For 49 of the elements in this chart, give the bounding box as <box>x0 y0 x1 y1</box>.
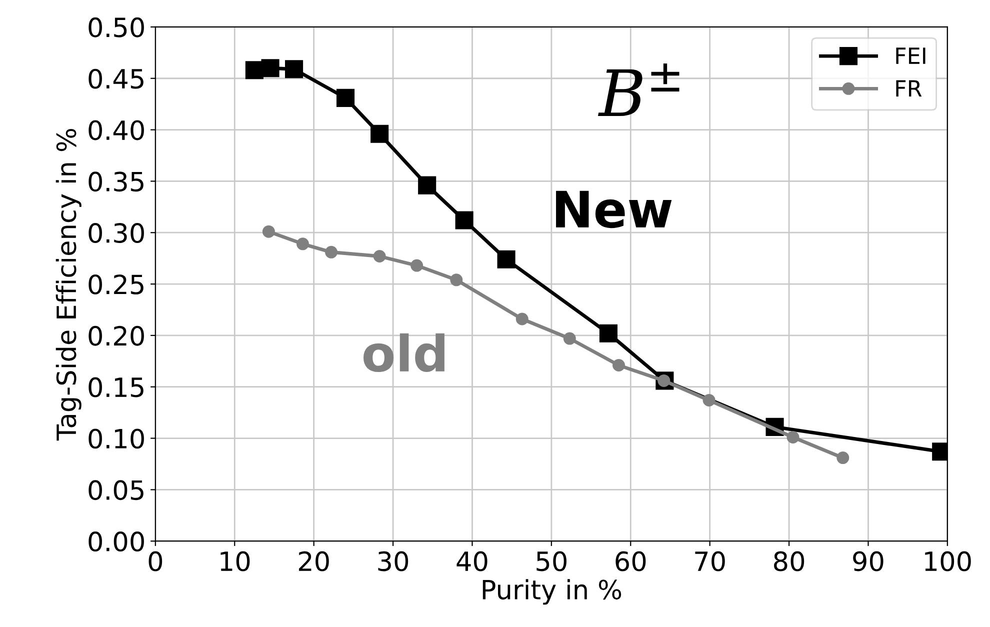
x-tick-label: 90 <box>853 551 884 572</box>
x-axis-title: Purity in % <box>482 579 622 605</box>
annotation: New <box>556 190 672 228</box>
x-tick-label: 80 <box>774 551 804 572</box>
y-tick-label: 0.50 <box>88 17 144 38</box>
legend-label: FR <box>896 80 922 96</box>
point <box>786 430 800 444</box>
y-tick-label: 0.10 <box>88 428 144 449</box>
point <box>285 60 304 78</box>
legend-label: FEI <box>896 48 926 64</box>
point <box>563 332 576 345</box>
point <box>418 176 436 194</box>
point <box>836 452 850 464</box>
point <box>336 88 355 107</box>
y-tick-label: 0.30 <box>88 223 144 244</box>
x-tick-label: 10 <box>220 551 250 572</box>
x-tick-label: 20 <box>298 551 329 572</box>
point <box>599 324 618 342</box>
point <box>516 312 528 326</box>
y-tick-label: 0.05 <box>88 480 144 500</box>
x-tick-label: 70 <box>695 551 725 572</box>
y-tick-label: 0.35 <box>88 172 144 192</box>
annotation: B$^{±}$ <box>598 63 680 116</box>
x-tick-label: 60 <box>616 551 646 572</box>
y-tick-label: 0.40 <box>88 120 144 140</box>
point <box>702 394 716 406</box>
point <box>261 59 280 78</box>
x-tick-label: 30 <box>378 551 408 572</box>
y-tick-label: 0.15 <box>88 377 144 398</box>
point <box>296 238 309 250</box>
y-tick-label: 0.45 <box>88 68 144 89</box>
x-tick-label: 0 <box>148 551 162 572</box>
annotation: old <box>364 333 444 372</box>
point <box>497 250 516 268</box>
x-tick-label: 100 <box>925 551 971 572</box>
point <box>373 250 386 263</box>
x-tick-label: 40 <box>456 551 488 572</box>
point <box>455 211 474 230</box>
y-tick-label: 0.00 <box>88 532 144 552</box>
point <box>612 359 625 372</box>
point <box>450 274 463 286</box>
y-axis-title: Tag-Side Efficiency in % <box>56 128 82 441</box>
point <box>410 259 424 272</box>
y-tick-label: 0.25 <box>88 274 144 294</box>
point <box>370 124 389 143</box>
y-tick-label: 0.20 <box>88 326 144 346</box>
point <box>325 246 338 258</box>
x-tick-label: 50 <box>536 551 566 572</box>
point <box>262 225 275 238</box>
